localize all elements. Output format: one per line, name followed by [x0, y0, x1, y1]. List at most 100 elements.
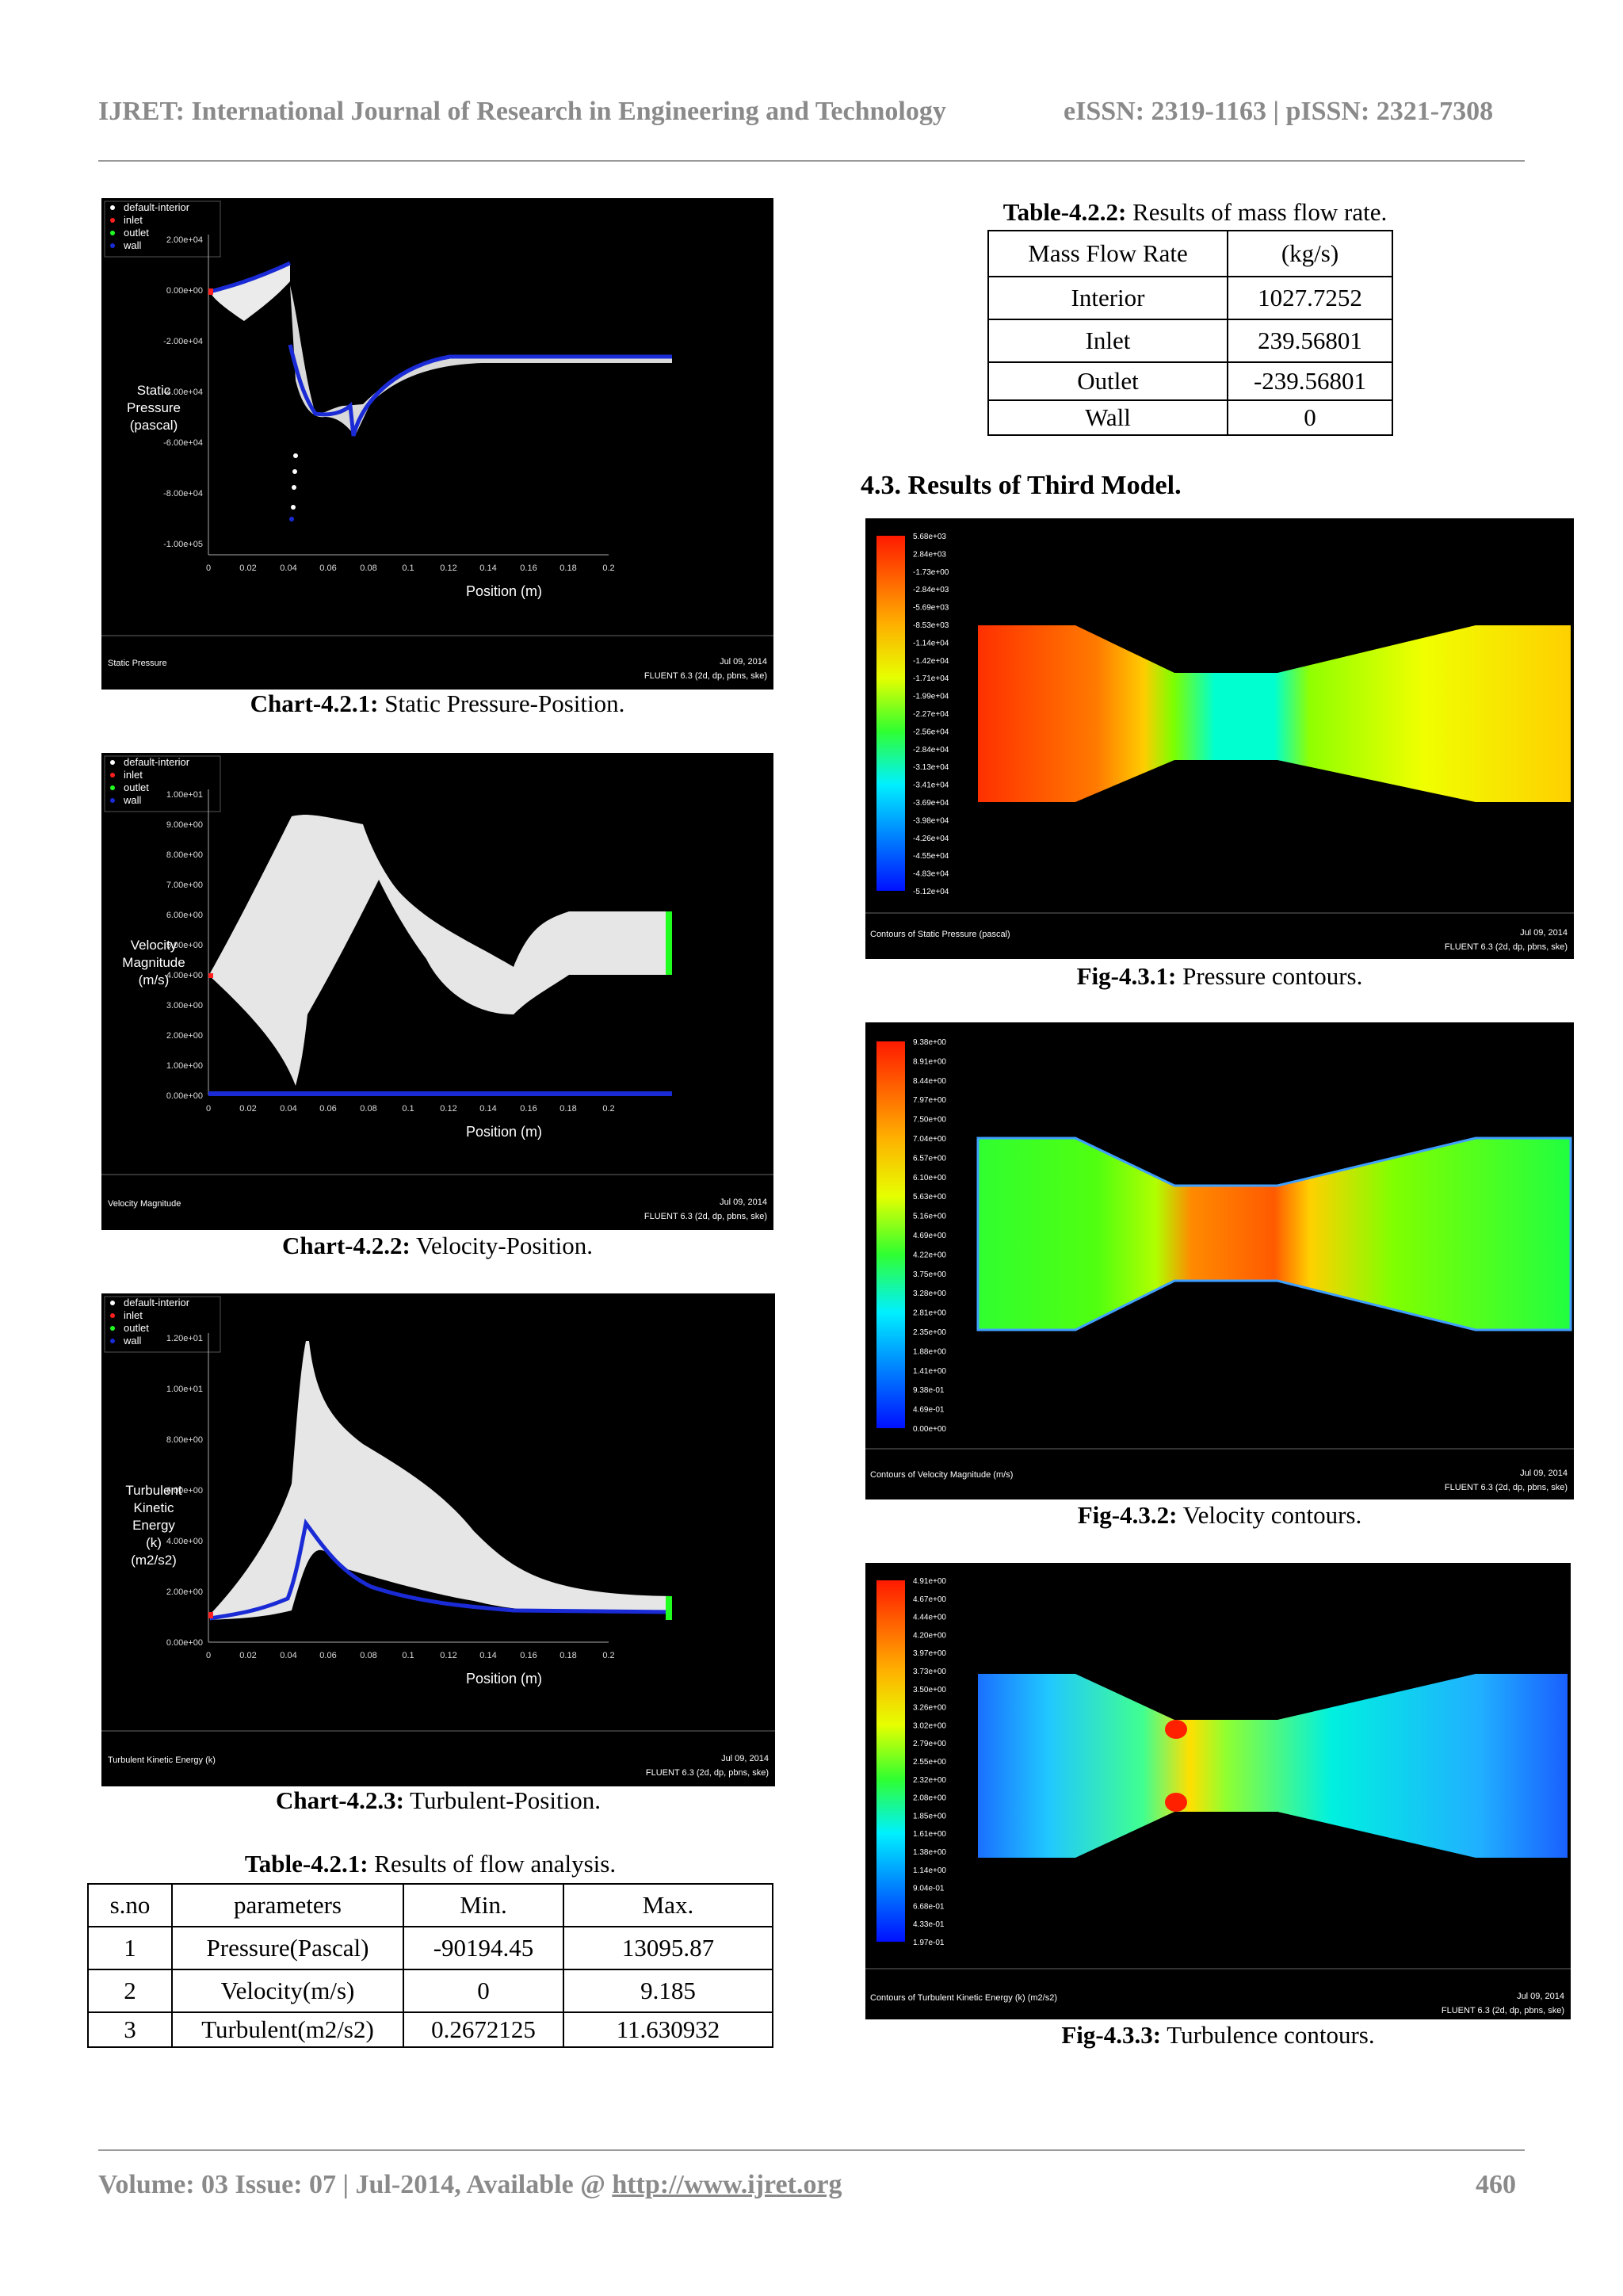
svg-text:2.00e+00: 2.00e+00: [166, 1587, 203, 1597]
svg-text:8.00e+00: 8.00e+00: [166, 850, 203, 860]
page-number: 460: [1476, 2170, 1516, 2199]
legend-value: -2.84e+03: [913, 586, 949, 594]
chart-velocity-svg: default-interior inlet outlet wall 1.00e…: [101, 753, 773, 1230]
svg-text:4.00e+00: 4.00e+00: [166, 1537, 203, 1546]
svg-text:0.06: 0.06: [319, 1651, 336, 1660]
contour-footer-title: Contours of Static Pressure (pascal): [870, 930, 1010, 939]
x-tick-label: 0.08: [360, 563, 376, 573]
legend-value: 6.10e+00: [913, 1174, 946, 1182]
y-tick-labels: 1.00e+01 9.00e+00 8.00e+00 7.00e+00 6.00…: [166, 790, 203, 1101]
legend-value: 5.16e+00: [913, 1213, 946, 1221]
svg-text:3.00e+00: 3.00e+00: [166, 1001, 203, 1010]
chart-velocity: default-interior inlet outlet wall 1.00e…: [101, 753, 773, 1230]
legend-label: wall: [123, 239, 142, 251]
legend-value: 2.55e+00: [913, 1758, 946, 1767]
legend-value: 2.84e+03: [913, 550, 946, 559]
svg-text:0.00e+00: 0.00e+00: [166, 1638, 203, 1648]
legend-value: -3.13e+04: [913, 763, 949, 772]
legend-value: 3.75e+00: [913, 1270, 946, 1279]
table-row: 2 Velocity(m/s) 0 9.185: [87, 1969, 773, 2013]
mass-flow-table: Mass Flow Rate (kg/s) Interior 1027.7252 I…: [987, 230, 1393, 436]
legend-value: 7.04e+00: [913, 1135, 946, 1144]
svg-text:0.14: 0.14: [479, 1104, 496, 1114]
svg-text:6.00e+00: 6.00e+00: [166, 1486, 203, 1496]
legend-value: 0.00e+00: [913, 1425, 946, 1434]
chart-turbulent-svg: default-interior inlet outlet wall 1.20e…: [101, 1293, 775, 1786]
legend-value: 4.67e+00: [913, 1595, 946, 1604]
legend-value: -4.26e+04: [913, 835, 949, 843]
svg-text:0.2: 0.2: [602, 1104, 614, 1114]
plot-traces: [208, 815, 672, 1096]
figure-caption: Fig-4.3.3: Turbulence contours.: [1061, 2021, 1375, 2049]
pressure-domain: [978, 625, 1571, 802]
svg-text:inlet: inlet: [124, 1309, 143, 1321]
svg-text:6.00e+00: 6.00e+00: [166, 911, 203, 920]
legend-value: 2.32e+00: [913, 1776, 946, 1785]
flow-analysis-table: s.no parameters Min. Max. 1 Pressure(Pasc…: [87, 1883, 773, 2048]
plot-traces: [208, 261, 672, 521]
svg-text:0.02: 0.02: [239, 1104, 256, 1114]
legend-value: 1.41e+00: [913, 1367, 946, 1376]
legend-value: 1.88e+00: [913, 1347, 946, 1356]
table-row: Outlet -239.56801: [987, 361, 1393, 401]
chart-footer-title: Turbulent Kinetic Energy (k): [108, 1755, 216, 1765]
legend-value: -2.84e+04: [913, 746, 949, 755]
color-bar: [876, 536, 905, 891]
legend-value: 4.33e-01: [913, 1920, 945, 1929]
legend-value: 2.35e+00: [913, 1328, 946, 1337]
y-axis-label: Velocity Magnitude (m/s): [122, 938, 185, 988]
legend-value: 8.44e+00: [913, 1077, 946, 1086]
svg-text:0.14: 0.14: [479, 1651, 496, 1660]
svg-text:0.02: 0.02: [239, 1651, 256, 1660]
svg-text:0.12: 0.12: [440, 1104, 456, 1114]
legend-value: -5.12e+04: [913, 888, 949, 896]
legend-value: 2.81e+00: [913, 1309, 946, 1318]
color-legend-labels: 9.38e+00 8.91e+00 8.44e+00 7.97e+00 7.50e+00…: [913, 1038, 946, 1434]
legend-value: 2.08e+00: [913, 1794, 946, 1803]
legend-label: default-interior: [124, 201, 190, 213]
svg-text:8.00e+00: 8.00e+00: [166, 1435, 203, 1445]
journal-title: IJRET: International Journal of Research…: [98, 97, 946, 126]
svg-text:(k): (k): [146, 1535, 162, 1550]
svg-text:9.00e+00: 9.00e+00: [166, 820, 203, 830]
x-axis-label: Position (m): [466, 1671, 542, 1687]
legend-value: 6.57e+00: [913, 1154, 946, 1163]
legend-value: -8.53e+03: [913, 621, 949, 630]
fluent-date: Jul 09, 2014: [1520, 1469, 1568, 1478]
legend-value: 1.85e+00: [913, 1812, 946, 1820]
x-tick-labels: 0 0.02 0.04 0.06 0.08 0.1 0.12 0.14 0.16…: [206, 563, 615, 573]
journal-link[interactable]: http://www.ijret.org: [612, 2170, 842, 2199]
svg-text:0.08: 0.08: [360, 1104, 376, 1114]
svg-text:Energy: Energy: [132, 1518, 175, 1533]
issn-text: eISSN: 2319-1163 | pISSN: 2321-7308: [1064, 97, 1494, 126]
chart-turbulent: default-interior inlet outlet wall 1.20e…: [101, 1293, 775, 1786]
svg-text:(m2/s2): (m2/s2): [131, 1553, 177, 1568]
legend-label: inlet: [124, 214, 143, 226]
legend-value: -1.71e+04: [913, 674, 949, 683]
legend-value: 4.69e-01: [913, 1406, 945, 1415]
legend-label: inlet: [124, 769, 143, 781]
table-caption: Table-4.2.1: Results of flow analysis.: [244, 1850, 617, 1878]
y-tick-labels: 1.20e+01 1.00e+01 8.00e+00 6.00e+00 4.00…: [166, 1334, 203, 1648]
svg-text:(pascal): (pascal): [130, 418, 178, 433]
svg-text:0.16: 0.16: [520, 1104, 537, 1114]
svg-text:0.04: 0.04: [280, 1651, 296, 1660]
legend-value: -1.73e+00: [913, 568, 949, 577]
x-tick-label: 0.1: [402, 563, 414, 573]
legend-value: 9.38e-01: [913, 1386, 945, 1395]
x-tick-label: 0.02: [239, 563, 256, 573]
table-row: 1 Pressure(Pascal) -90194.45 13095.87: [87, 1926, 773, 1970]
legend-value: 5.63e+00: [913, 1193, 946, 1201]
y-tick-label: -6.00e+04: [163, 438, 203, 448]
legend-value: 7.97e+00: [913, 1096, 946, 1105]
y-axis-label: Turbulent Kinetic Energy (k) (m2/s2): [125, 1483, 181, 1568]
legend-value: 7.50e+00: [913, 1116, 946, 1125]
x-tick-label: 0: [206, 563, 211, 573]
legend-value: 8.91e+00: [913, 1057, 946, 1066]
table-row: Inlet 239.56801: [987, 319, 1393, 363]
x-tick-label: 0.16: [520, 563, 537, 573]
svg-text:0.2: 0.2: [602, 1651, 614, 1660]
footer-divider: [98, 2149, 1525, 2151]
header-divider: [98, 160, 1525, 162]
legend-value: -4.83e+04: [913, 870, 949, 879]
